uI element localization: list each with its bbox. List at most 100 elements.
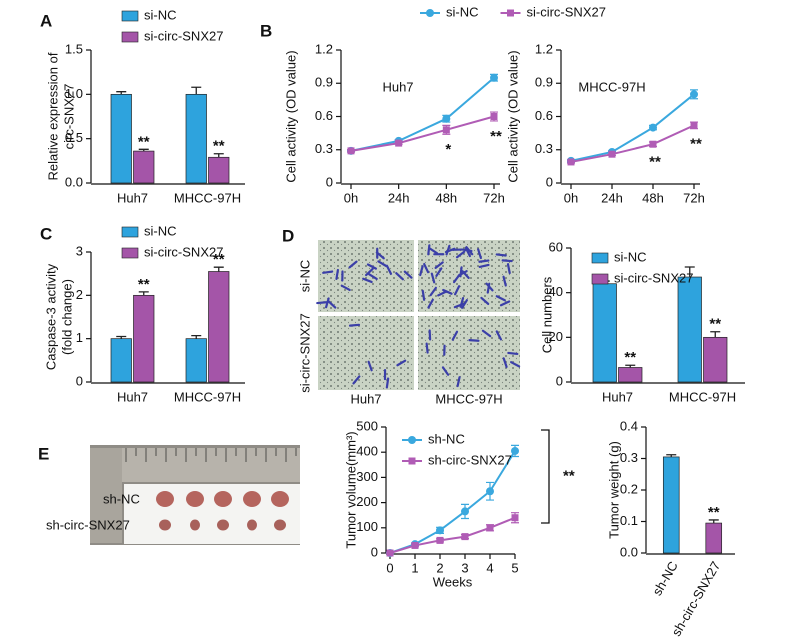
panel-letter: B (260, 21, 272, 40)
stain (367, 360, 373, 372)
y-axis-label: Caspase-3 activity (43, 263, 58, 370)
marker (511, 446, 519, 455)
stain (403, 270, 413, 279)
stain (427, 244, 431, 256)
significance: ** (690, 136, 702, 153)
column-label: MHCC-97H (435, 391, 502, 406)
y-axis-label: Tumor weight (g) (606, 441, 621, 539)
stain (340, 284, 351, 292)
error-bar (710, 331, 721, 338)
stain (325, 297, 330, 309)
x-tick-label: Huh7 (117, 389, 148, 404)
stain (435, 267, 443, 278)
panel-letter: A (40, 11, 52, 30)
y-tick-label: 400 (356, 444, 378, 459)
tumor (190, 519, 200, 531)
significance: * (445, 141, 451, 158)
ruler (122, 448, 300, 482)
stain (365, 267, 374, 277)
stain (480, 296, 490, 305)
bar (592, 283, 617, 383)
x-tick-label: 24h (601, 190, 623, 205)
bar (208, 156, 230, 184)
stain (425, 342, 429, 354)
tumor (243, 491, 261, 507)
y-tick-label: 0 (371, 544, 378, 559)
stain (459, 266, 463, 278)
x-tick-label: 1 (411, 560, 418, 575)
marker (436, 526, 444, 535)
stain (499, 300, 511, 307)
x-tick-label: 3 (461, 560, 468, 575)
y-tick-label: 1.0 (65, 86, 83, 101)
marker (408, 436, 416, 444)
y-tick-label: 0.6 (535, 108, 553, 123)
legend-label: si-circ-SNX27 (614, 270, 693, 285)
series-line (350, 115, 495, 152)
stain (316, 301, 328, 305)
microscopy-grid (316, 240, 521, 390)
y-axis-label: circ-SNX27 (61, 84, 76, 150)
stain (395, 272, 405, 281)
marker (649, 123, 657, 132)
panel-letter: D (282, 226, 294, 245)
stain (428, 247, 439, 255)
image-tile (418, 316, 520, 390)
stain (478, 259, 490, 263)
marker (426, 9, 434, 17)
stain (362, 277, 373, 284)
legend-label: si-circ-SNX27 (527, 4, 606, 19)
marker (386, 549, 394, 557)
marker (690, 121, 698, 129)
y-axis-label: Tumor volume(mm³) (343, 431, 358, 548)
stain (451, 330, 459, 341)
x-tick-label: 72h (683, 190, 705, 205)
x-tick-label: 4 (486, 560, 493, 575)
y-tick-label: 300 (356, 469, 378, 484)
legend-label: sh-NC (428, 431, 465, 446)
significance: ** (649, 153, 661, 170)
y-axis-label: Cell activity (OD value) (283, 50, 298, 182)
y-tick-label: 0.5 (65, 130, 83, 145)
stain (453, 285, 461, 296)
bracket (541, 429, 550, 524)
x-tick-label: 0h (344, 190, 358, 205)
marker (461, 507, 469, 516)
y-tick-label: 2 (76, 287, 83, 302)
stain (322, 270, 334, 274)
stain (366, 263, 378, 270)
marker (442, 114, 451, 123)
bar (133, 150, 155, 184)
y-tick-label: 0.9 (535, 75, 553, 90)
x-tick-label: 72h (483, 190, 505, 205)
tumor (214, 491, 232, 507)
photo-label: sh-NC (103, 491, 140, 506)
tumor (274, 519, 286, 531)
y-tick-label: 1.2 (535, 41, 553, 56)
y-tick-label: 500 (356, 418, 378, 433)
stain (375, 251, 385, 260)
y-axis-label: Relative expression of (45, 52, 60, 180)
stain (348, 323, 361, 327)
legend-swatch (591, 252, 609, 264)
bar (185, 93, 207, 184)
stain (456, 376, 461, 388)
y-tick-label: 0 (326, 174, 333, 189)
error-bar (116, 335, 127, 339)
stain (453, 302, 465, 309)
y-axis-label: Cell activity (OD value) (505, 50, 520, 182)
paper (124, 484, 300, 544)
y-tick-label: 3 (76, 243, 83, 258)
stain (468, 339, 480, 342)
legend-label: si-NC (144, 223, 177, 238)
significance: ** (490, 128, 502, 145)
x-tick-label: 24h (388, 190, 410, 205)
legend-label: si-NC (614, 249, 647, 264)
x-tick-label: 5 (511, 560, 518, 575)
x-tick-label: Huh7 (602, 389, 633, 404)
y-tick-label: 20 (549, 329, 563, 344)
stain (461, 299, 468, 309)
tumor (156, 491, 174, 507)
y-tick-label: 0.9 (315, 75, 333, 90)
